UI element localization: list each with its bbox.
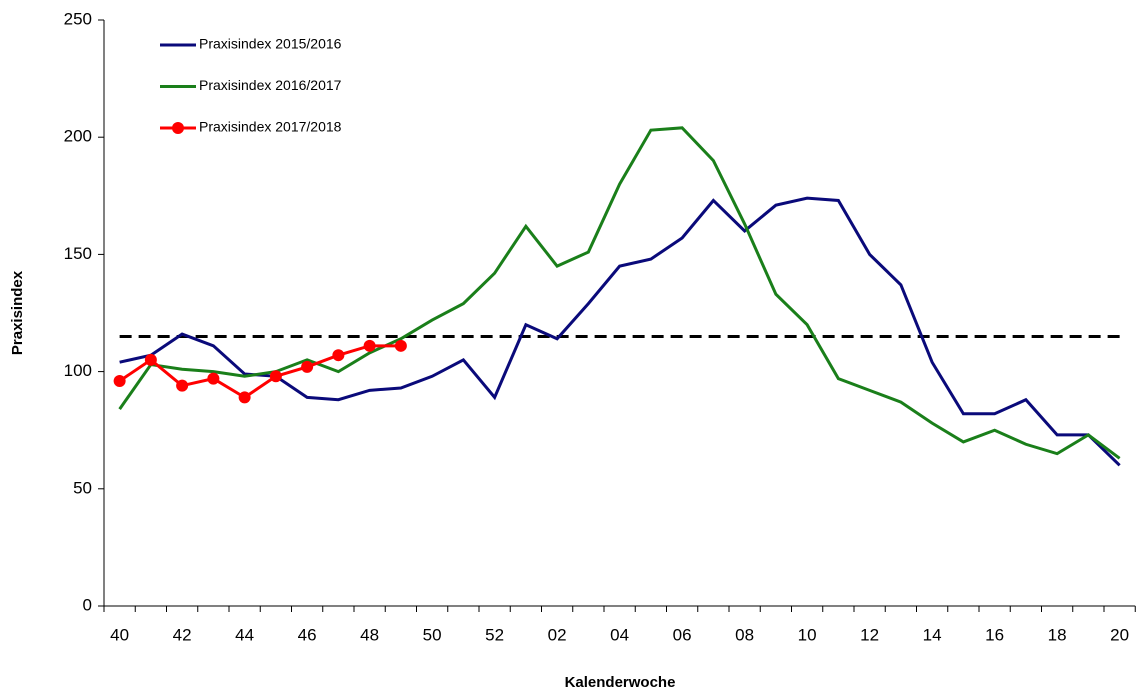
x-tick-label: 06 [673, 625, 692, 644]
series-line [118, 344, 401, 400]
y-tick-label: 0 [83, 595, 92, 614]
data-point [207, 372, 220, 385]
data-point [238, 391, 251, 404]
y-tick-label: 50 [73, 478, 92, 497]
x-tick-label: 18 [1048, 625, 1067, 644]
legend-marker [172, 122, 184, 134]
x-tick-label: 12 [860, 625, 879, 644]
data-point [332, 349, 345, 362]
x-tick-label: 16 [985, 625, 1004, 644]
data-point [176, 379, 189, 392]
data-point [363, 339, 376, 352]
legend-label: Praxisindex 2016/2017 [199, 77, 342, 93]
data-point [269, 370, 282, 383]
x-tick-label: 10 [798, 625, 817, 644]
y-tick-label: 200 [64, 127, 92, 146]
legend-label: Praxisindex 2017/2018 [199, 119, 342, 135]
y-axis-label: Praxisindex [9, 270, 26, 355]
x-tick-label: 42 [173, 625, 192, 644]
x-axis-label: Kalenderwoche [565, 674, 676, 691]
data-point [301, 360, 314, 373]
x-tick-label: 48 [360, 625, 379, 644]
legend-label: Praxisindex 2015/2016 [199, 36, 342, 52]
x-tick-label: 02 [548, 625, 567, 644]
x-tick-label: 52 [485, 625, 504, 644]
x-tick-label: 14 [923, 625, 942, 644]
y-tick-label: 250 [64, 9, 92, 28]
series-line [119, 196, 1121, 467]
y-tick-label: 150 [64, 244, 92, 263]
x-tick-label: 08 [735, 625, 754, 644]
y-tick-label: 100 [64, 361, 92, 380]
data-point [394, 339, 407, 352]
x-tick-label: 50 [423, 625, 442, 644]
data-point [144, 353, 157, 366]
x-tick-label: 44 [235, 625, 254, 644]
series-line [118, 126, 1121, 460]
x-tick-label: 40 [110, 625, 129, 644]
data-point [113, 374, 126, 387]
x-tick-label: 04 [610, 625, 629, 644]
x-tick-label: 46 [298, 625, 317, 644]
x-tick-label: 20 [1110, 625, 1129, 644]
